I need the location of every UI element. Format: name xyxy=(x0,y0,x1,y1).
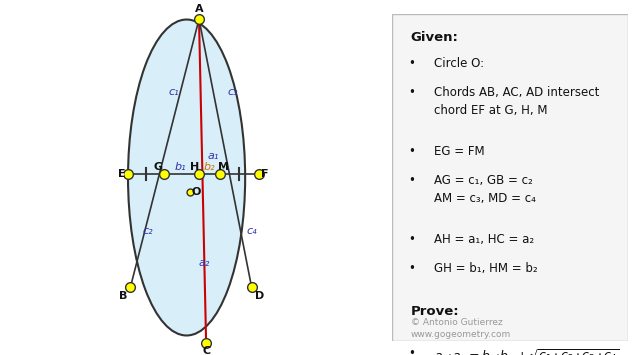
Text: c₄: c₄ xyxy=(247,226,257,236)
Text: GH = b₁, HM = b₂: GH = b₁, HM = b₂ xyxy=(434,262,538,275)
Text: c₃: c₃ xyxy=(228,87,238,97)
Text: Chords AB, AC, AD intersect
chord EF at G, H, M: Chords AB, AC, AD intersect chord EF at … xyxy=(434,86,600,117)
Ellipse shape xyxy=(128,20,245,335)
Text: •: • xyxy=(408,262,415,275)
Text: B: B xyxy=(119,291,127,301)
FancyBboxPatch shape xyxy=(392,14,628,341)
Text: •: • xyxy=(408,86,415,99)
Text: AG = c₁, GB = c₂
AM = c₃, MD = c₄: AG = c₁, GB = c₂ AM = c₃, MD = c₄ xyxy=(434,174,536,205)
Text: a₁: a₁ xyxy=(207,151,219,161)
Text: A: A xyxy=(195,4,204,13)
Text: b₁: b₁ xyxy=(175,162,186,172)
Text: •: • xyxy=(408,57,415,70)
Text: a₂: a₂ xyxy=(198,258,210,268)
Text: E: E xyxy=(118,169,126,179)
Text: EG = FM: EG = FM xyxy=(434,145,485,158)
Text: c₁: c₁ xyxy=(168,87,179,97)
Text: F: F xyxy=(261,169,269,179)
Text: C: C xyxy=(202,346,210,355)
Text: O: O xyxy=(192,187,201,197)
Text: M: M xyxy=(218,162,230,172)
Text: © Antonio Gutierrez
www.gogeometry.com: © Antonio Gutierrez www.gogeometry.com xyxy=(411,318,511,339)
Text: b₂: b₂ xyxy=(204,162,216,172)
Text: Circle O:: Circle O: xyxy=(434,57,484,70)
Text: $a_1 \!\cdot\! a_2 = b_1 \!\cdot\! b_2 + \sqrt{c_1 \cdot c_2 \cdot c_3 \cdot c_4: $a_1 \!\cdot\! a_2 = b_1 \!\cdot\! b_2 +… xyxy=(434,347,620,355)
Text: Given:: Given: xyxy=(411,31,458,44)
Text: •: • xyxy=(408,174,415,187)
Text: D: D xyxy=(255,291,264,301)
Text: c₂: c₂ xyxy=(142,226,153,236)
Text: •: • xyxy=(408,145,415,158)
Text: H: H xyxy=(190,162,199,172)
Text: G: G xyxy=(153,162,162,172)
Text: •: • xyxy=(408,347,415,355)
Text: •: • xyxy=(408,233,415,246)
Text: AH = a₁, HC = a₂: AH = a₁, HC = a₂ xyxy=(434,233,534,246)
Text: Prove:: Prove: xyxy=(411,305,459,318)
